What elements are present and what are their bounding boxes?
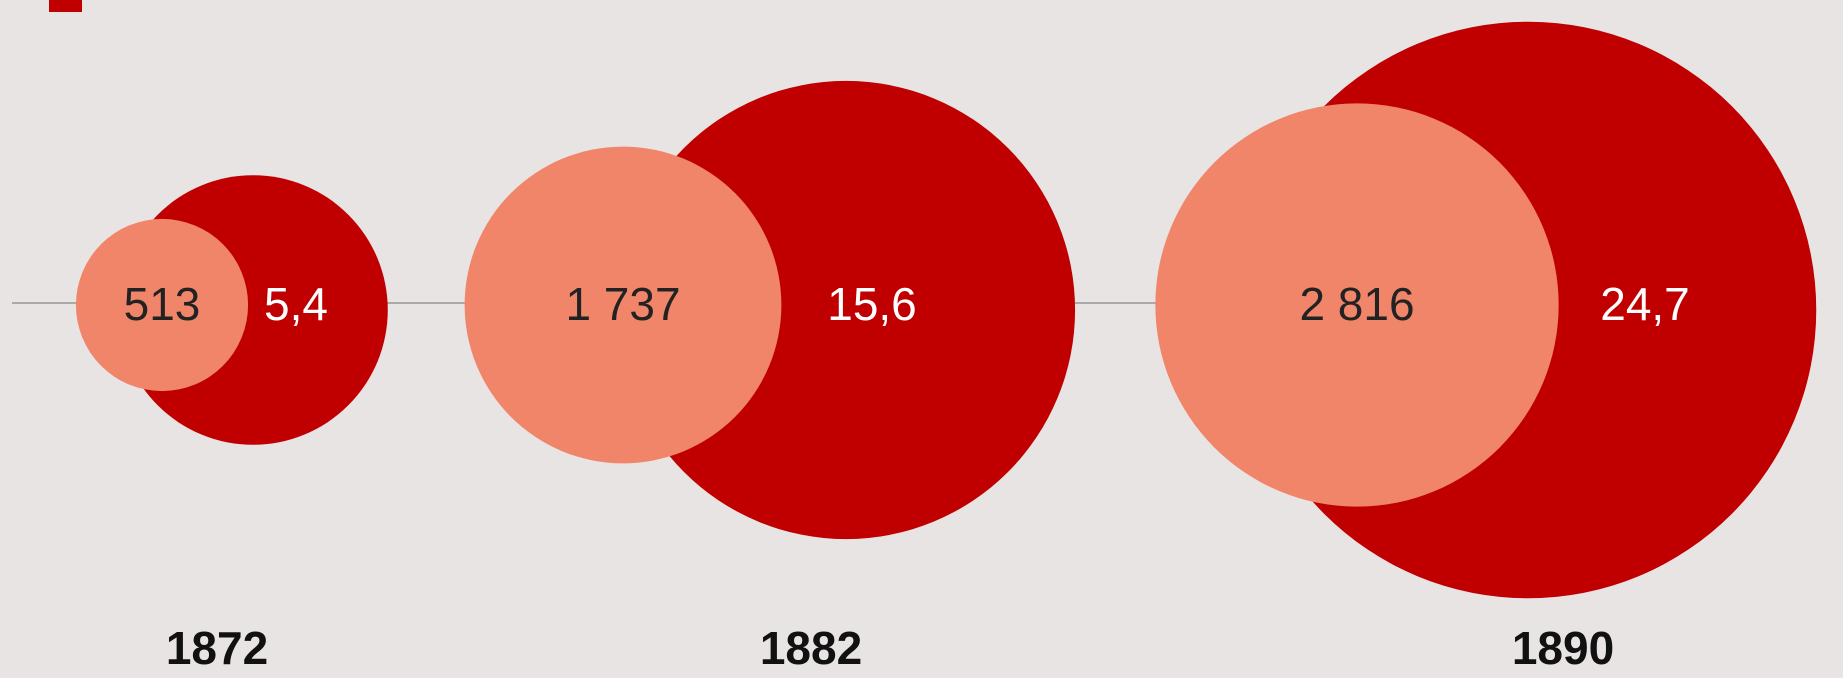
value-label: 2 816 <box>1299 278 1414 330</box>
bubble <box>1155 103 1559 507</box>
category-label: 1890 <box>1512 622 1614 674</box>
bubble <box>75 218 249 392</box>
legend-swatch <box>49 0 82 12</box>
value-label: 24,7 <box>1600 278 1690 330</box>
bubble <box>464 146 782 464</box>
value-label: 5,4 <box>264 278 328 330</box>
value-label: 513 <box>124 278 201 330</box>
value-label: 1 737 <box>565 278 680 330</box>
category-label: 1872 <box>166 622 268 674</box>
category-label: 1882 <box>760 622 862 674</box>
value-label: 15,6 <box>827 278 917 330</box>
